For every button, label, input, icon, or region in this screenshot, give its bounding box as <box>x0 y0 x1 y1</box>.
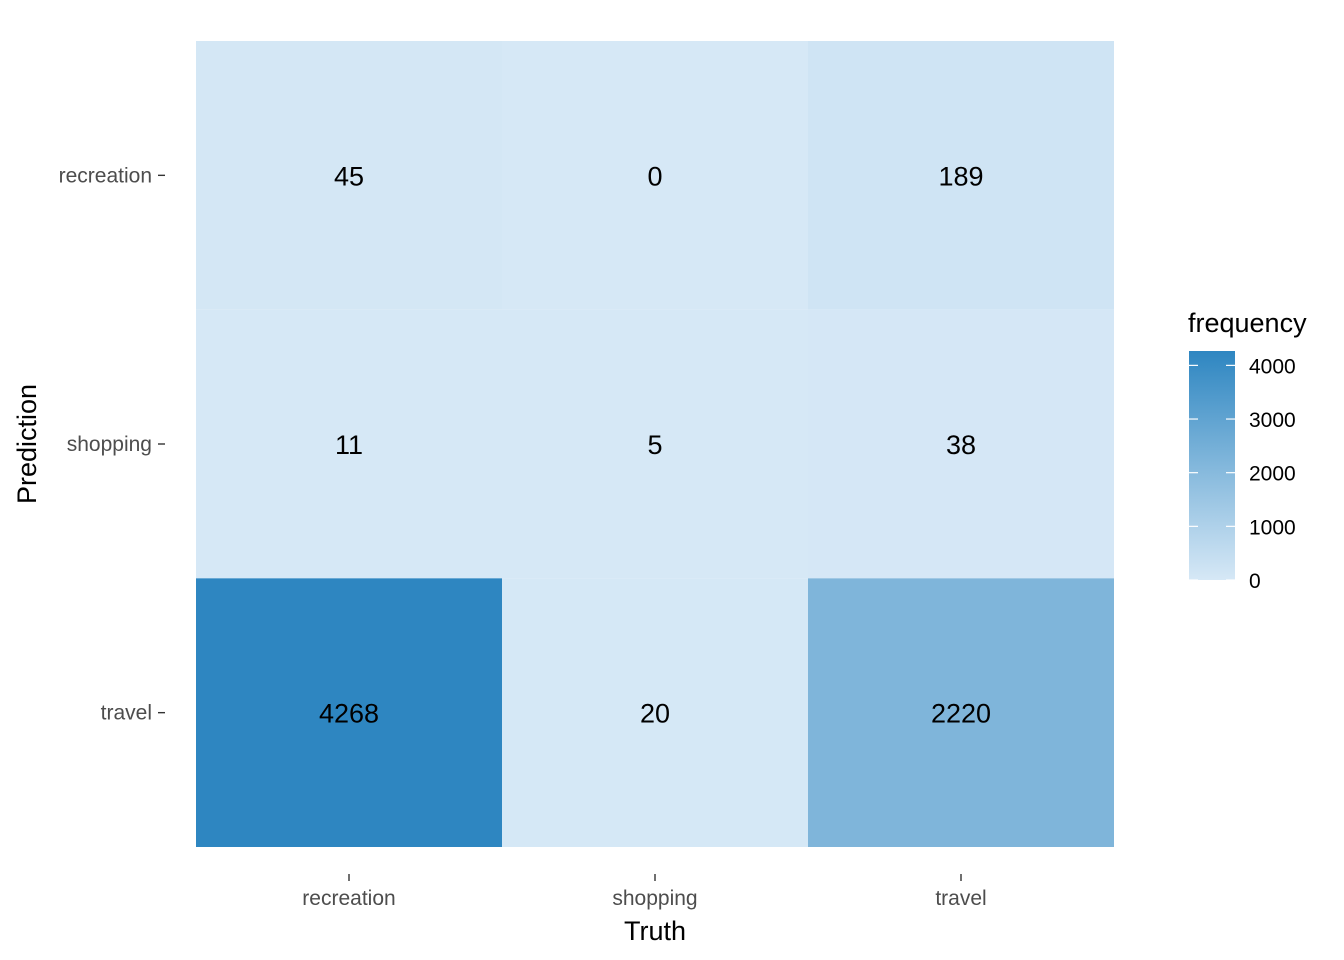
x-tick-label: shopping <box>612 887 697 910</box>
x-tick-label: travel <box>935 887 986 910</box>
y-tick-label: recreation <box>59 164 152 187</box>
y-tick-label: shopping <box>67 433 152 456</box>
heatmap-cell <box>196 41 502 310</box>
heatmap-cell <box>502 309 808 579</box>
legend-tick-label: 3000 <box>1249 409 1296 432</box>
x-tick-label: recreation <box>302 887 395 910</box>
cell-value-label: 45 <box>334 161 364 191</box>
cell-value-label: 5 <box>647 430 662 460</box>
heatmap-cell <box>808 41 1114 310</box>
heatmap-cell <box>502 41 808 310</box>
cell-value-label: 20 <box>640 699 670 729</box>
legend-colorbar <box>1189 351 1235 580</box>
y-tick-label: travel <box>101 702 152 725</box>
heatmap-cell <box>196 578 502 847</box>
x-axis: recreation shopping travel <box>302 874 987 910</box>
cell-value-label: 11 <box>335 430 363 460</box>
heatmap-cell <box>808 578 1114 847</box>
heatmap-cell <box>808 309 1114 579</box>
cell-value-label: 2220 <box>931 699 991 729</box>
cells-layer: 45 0 189 11 5 38 4268 20 2220 <box>196 41 1114 847</box>
cell-value-label: 0 <box>647 161 662 191</box>
heatmap-cell <box>196 309 502 579</box>
legend-tick-label: 0 <box>1249 570 1261 593</box>
legend: frequency 0 1000 2000 3000 4000 <box>1188 308 1307 593</box>
legend-tick-label: 4000 <box>1249 355 1296 378</box>
y-axis-title: Prediction <box>12 384 42 504</box>
cell-value-label: 38 <box>946 430 976 460</box>
cell-value-label: 189 <box>938 161 983 191</box>
legend-title: frequency <box>1188 308 1307 338</box>
heatmap-cell <box>502 578 808 847</box>
x-axis-title: Truth <box>624 916 686 946</box>
legend-tick-label: 2000 <box>1249 463 1296 486</box>
y-axis: recreation shopping travel <box>59 164 165 725</box>
legend-tick-label: 1000 <box>1249 516 1296 539</box>
legend-ticks: 0 1000 2000 3000 4000 <box>1189 355 1296 593</box>
cell-value-label: 4268 <box>319 699 379 729</box>
